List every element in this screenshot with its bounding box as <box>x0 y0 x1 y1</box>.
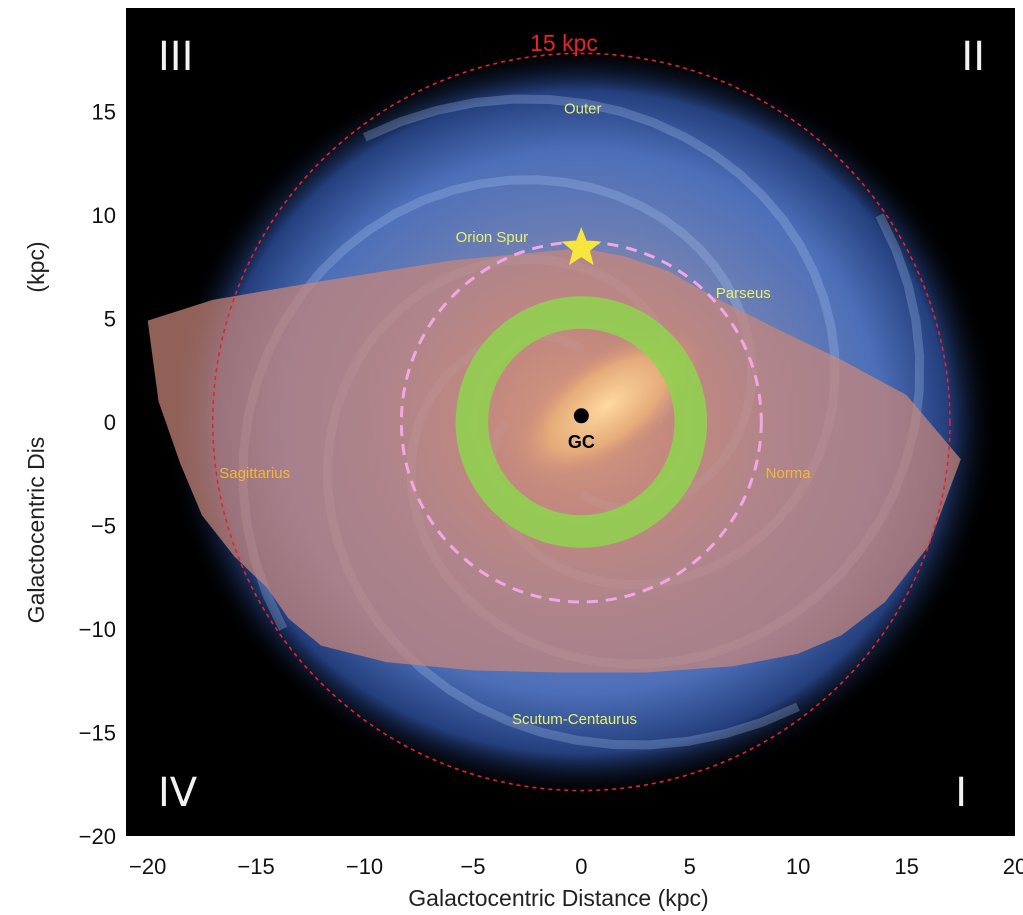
x-tick-label: 10 <box>786 854 810 879</box>
y-tick-label: −5 <box>91 514 116 539</box>
galactic-bulge <box>509 327 705 484</box>
outer-circle-15kpc <box>211 52 951 792</box>
arm-label: Orion Spur <box>456 229 529 246</box>
green-ring <box>455 296 708 548</box>
arm-label: Outer <box>564 101 602 118</box>
arm-labels: Outer Orion Spur Parseus Sagittarius Norma Sc… <box>219 101 811 729</box>
arm-label: Scutum-Centaurus <box>512 711 637 728</box>
x-tick-label: 0 <box>575 854 587 879</box>
x-tick-label: −15 <box>237 854 274 879</box>
y-tick-label: 10 <box>92 203 116 228</box>
y-axis-title: Galactocentric Dis (kpc) <box>23 241 49 623</box>
y-tick-label: −10 <box>79 617 116 642</box>
galactic-center-dot <box>573 408 589 424</box>
y-axis-title-text: Galactocentric Dis <box>23 437 49 624</box>
x-tick-label: −5 <box>460 854 485 879</box>
y-axis-ticks: 15 10 5 0 −5 −10 −15 −20 <box>79 100 116 850</box>
quadrant-label: I <box>955 770 967 816</box>
y-tick-label: 5 <box>104 307 116 332</box>
x-tick-label: −10 <box>346 854 383 879</box>
y-tick-label: 15 <box>92 100 116 125</box>
galactic-center-label: GC <box>568 432 595 452</box>
quadrant-label: IV <box>158 770 198 816</box>
x-tick-label: −20 <box>129 854 166 879</box>
x-tick-label: 5 <box>684 854 696 879</box>
x-tick-label: 15 <box>894 854 918 879</box>
arm-label: Sagittarius <box>219 465 290 482</box>
y-tick-label: −15 <box>79 721 116 746</box>
y-tick-label: 0 <box>104 410 116 435</box>
quadrant-label: II <box>961 34 985 80</box>
quadrant-label: III <box>158 34 193 80</box>
y-tick-label: −20 <box>79 824 116 849</box>
solar-circle <box>399 240 763 604</box>
x-axis-ticks: −20 −15 −10 −5 0 5 10 15 20 <box>129 854 1023 879</box>
sun-star-icon <box>561 227 602 266</box>
arm-label: Parseus <box>716 285 771 302</box>
x-axis-title: Galactocentric Distance (kpc) <box>408 885 708 911</box>
arm-label: Norma <box>766 465 812 482</box>
outer-circle-label: 15 kpc <box>530 30 598 56</box>
y-axis-unit: (kpc) <box>23 241 49 292</box>
x-tick-label: 20 <box>1003 854 1023 879</box>
